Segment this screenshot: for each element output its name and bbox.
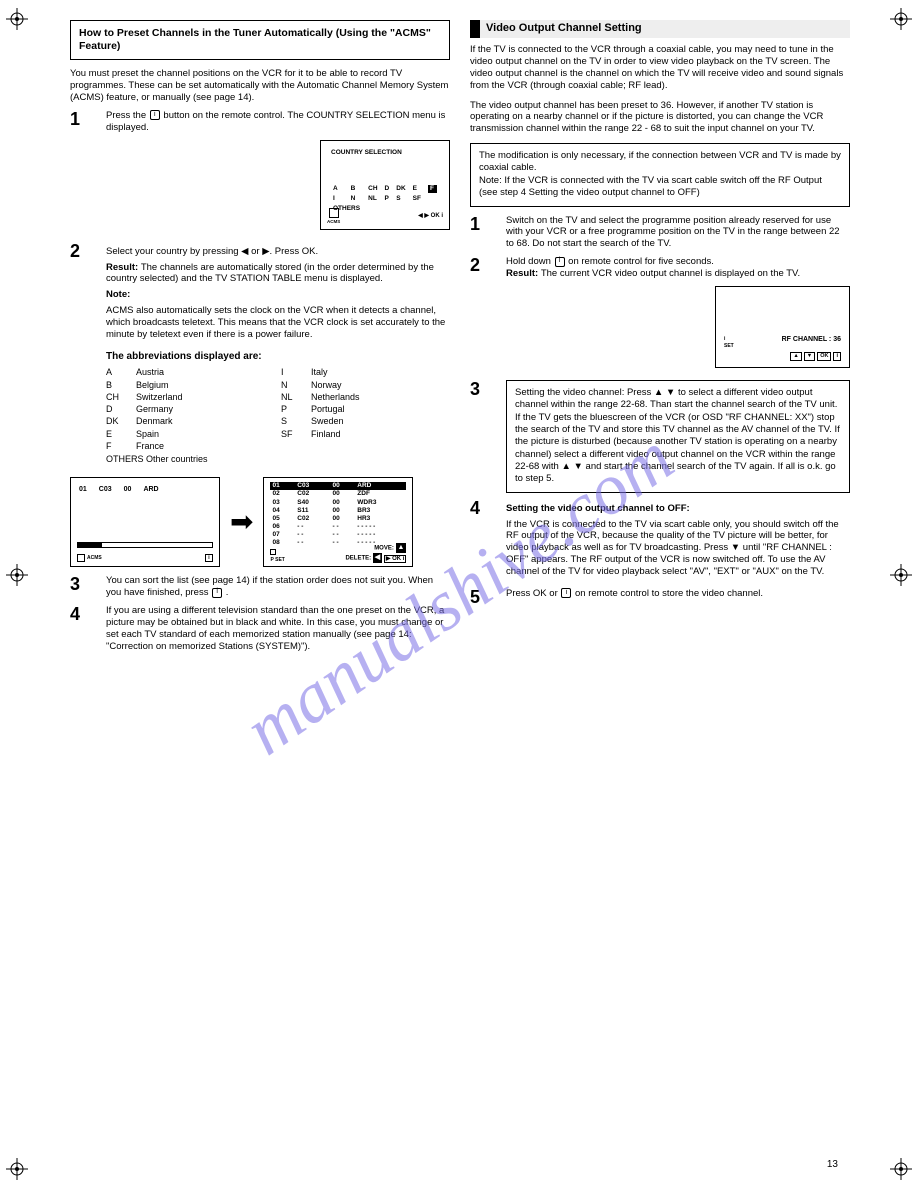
- step-num-2: 2: [70, 242, 100, 470]
- left-column: How to Preset Channels in the Tuner Auto…: [70, 20, 450, 659]
- step-num-4: 4: [70, 605, 100, 653]
- step-4-body: If you are using a different television …: [106, 605, 450, 653]
- r-step-2: 2 Hold down i on remote control for five…: [470, 256, 850, 374]
- r2-result: The current VCR video output channel is …: [541, 268, 800, 279]
- abbrev-title: The abbreviations displayed are:: [106, 351, 450, 364]
- osd-country-selection: COUNTRY SELECTION ABCHDDKEFINNLPSSFOTHER…: [320, 140, 450, 230]
- r-step-1: 1 Switch on the TV and select the progra…: [470, 215, 850, 251]
- step2-result-txt: The channels are automatically stored (i…: [106, 262, 434, 285]
- section-title-acms: How to Preset Channels in the Tuner Auto…: [70, 20, 450, 60]
- r5-b: on remote control to store the video cha…: [575, 588, 763, 599]
- r-step3-body: Setting the video channel: Press ▲ ▼ to …: [506, 380, 850, 493]
- r-step-num-1: 1: [470, 215, 500, 251]
- r4-text: If the VCR is connected to the TV via sc…: [506, 519, 850, 578]
- r-step-4: 4 Setting the video output channel to OF…: [470, 499, 850, 582]
- r2-a: Hold down: [506, 256, 554, 267]
- r-step-num-3: 3: [470, 380, 500, 493]
- acms-icon: [329, 208, 339, 218]
- right-intro: If the TV is connected to the VCR throug…: [470, 44, 850, 92]
- r4-title: Setting the video output channel to OFF:: [506, 503, 850, 515]
- step1-a: Press the: [106, 110, 149, 121]
- progress-bar: [77, 542, 213, 548]
- scan-acms: ACMS: [87, 555, 102, 561]
- step2-a: Select your country by pressing ◀ or ▶. …: [106, 246, 450, 258]
- abbrev-table: AAustriaIItalyBBelgiumNNorwayCHSwitzerla…: [106, 367, 450, 452]
- step-num-3: 3: [70, 575, 100, 599]
- r2-result-lbl: Result:: [506, 268, 541, 279]
- boxed-note: The modification is only necessary, if t…: [470, 143, 850, 206]
- step4-a: If you are using a different television …: [106, 605, 444, 652]
- reg-mark-tl: [6, 8, 28, 30]
- reg-mark-tr: [890, 8, 912, 30]
- r-step3-box: Setting the video channel: Press ▲ ▼ to …: [506, 380, 850, 493]
- step3-a: You can sort the list (see page 14) if t…: [106, 575, 433, 598]
- r-step-num-4: 4: [470, 499, 500, 582]
- r-step1-body: Switch on the TV and select the programm…: [506, 215, 850, 251]
- osd-scan: 01C0300ARD ACMS i: [70, 477, 220, 567]
- r5-a: Press OK or: [506, 588, 560, 599]
- osd-station-list: 01C0300ARD02C0200ZDF03S4000WDR304S1100BR…: [263, 477, 413, 567]
- osd-country-title: COUNTRY SELECTION: [327, 149, 443, 157]
- reg-mark-ml: [6, 564, 28, 586]
- step-3: 3 You can sort the list (see page 14) if…: [70, 575, 450, 599]
- i-key-icon: i: [555, 257, 565, 267]
- step-2: 2 Select your country by pressing ◀ or ▶…: [70, 242, 450, 470]
- pset-icon: P SET: [270, 549, 284, 564]
- scan-icon: [77, 554, 85, 562]
- i-key-icon: i: [150, 110, 160, 120]
- rf-line: RF CHANNEL : 36: [782, 336, 841, 345]
- step-3-body: You can sort the list (see page 14) if t…: [106, 575, 450, 599]
- station-table: 01C0300ARD02C0200ZDF03S4000WDR304S1100BR…: [270, 482, 406, 547]
- reg-mark-mr: [890, 564, 912, 586]
- header-text: Video Output Channel Setting: [480, 20, 850, 38]
- step2-result: Result: The channels are automatically s…: [106, 262, 450, 286]
- right-column: Video Output Channel Setting If the TV i…: [470, 20, 850, 659]
- figure-row: 01C0300ARD ACMS i ➡ 01C0300ARD02C0200ZDF…: [70, 477, 450, 567]
- step-1-body: Press the i button on the remote control…: [106, 110, 450, 236]
- r-step4-body: Setting the video output channel to OFF:…: [506, 499, 850, 582]
- right-p2: The video output channel has been preset…: [470, 100, 850, 136]
- page-content: How to Preset Channels in the Tuner Auto…: [70, 20, 850, 659]
- rf-set-icon: iSET: [724, 336, 734, 349]
- osd-list-footer: P SET MOVE: ▲ DELETE: ◀ ▶ OK i: [270, 543, 406, 563]
- r-step-3: 3 Setting the video channel: Press ▲ ▼ t…: [470, 380, 850, 493]
- r-step2-body: Hold down i on remote control for five s…: [506, 256, 850, 374]
- osd-list-keys: MOVE: ▲ DELETE: ◀ ▶ OK i: [270, 543, 406, 563]
- acms-label: ACMS: [327, 219, 340, 225]
- osd-country-keys: ◀ ▶ OK i: [418, 213, 443, 221]
- acms-intro: You must preset the channel positions on…: [70, 68, 450, 104]
- step2-result-lbl: Result:: [106, 262, 141, 273]
- progress-fill: [78, 543, 102, 547]
- r-step-num-5: 5: [470, 588, 500, 606]
- r-step5-body: Press OK or i on remote control to store…: [506, 588, 850, 606]
- note-label: Note:: [106, 289, 450, 301]
- r2-b: on remote control for five seconds.: [568, 256, 714, 267]
- r-step-5: 5 Press OK or i on remote control to sto…: [470, 588, 850, 606]
- osd-scan-footer: ACMS i: [77, 554, 213, 562]
- scan-i-key: i: [205, 554, 213, 562]
- rf-keys: ▲▼OKi: [790, 352, 841, 361]
- reg-mark-bl: [6, 1158, 28, 1180]
- step3-b: .: [226, 587, 229, 598]
- reg-mark-br: [890, 1158, 912, 1180]
- step-num-1: 1: [70, 110, 100, 236]
- header-black-bar: [470, 20, 480, 38]
- osd-country-footer: ACMS ◀ ▶ OK i: [327, 208, 443, 225]
- step-2-body: Select your country by pressing ◀ or ▶. …: [106, 242, 450, 470]
- i-key-icon: i: [561, 588, 571, 598]
- arrow-icon: ➡: [230, 508, 253, 536]
- step-4: 4 If you are using a different televisio…: [70, 605, 450, 653]
- r-step-num-2: 2: [470, 256, 500, 374]
- osd-scan-row: 01C0300ARD: [77, 484, 213, 495]
- osd-rf-channel: iSET RF CHANNEL : 36 ▲▼OKi: [715, 286, 850, 368]
- page-number: 13: [827, 1159, 838, 1170]
- step-1: 1 Press the i button on the remote contr…: [70, 110, 450, 236]
- i-key-icon: i: [212, 588, 222, 598]
- abbrev-others: OTHERS Other countries: [106, 454, 450, 465]
- section-header: Video Output Channel Setting: [470, 20, 850, 38]
- acms-note: ACMS also automatically sets the clock o…: [106, 305, 450, 341]
